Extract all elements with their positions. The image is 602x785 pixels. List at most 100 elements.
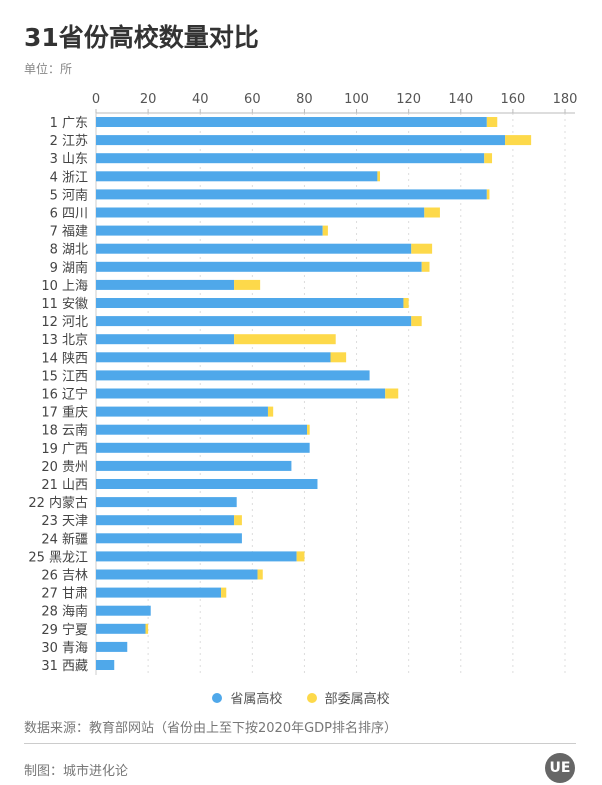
y-category-label: 8 湖北 [50, 243, 88, 258]
bar-ministerial [411, 316, 422, 327]
bar-ministerial [377, 171, 381, 182]
bar-provincial [96, 279, 235, 290]
legend-item-ministerial: 部委属高校 [306, 688, 390, 707]
bar-ministerial [486, 117, 498, 127]
bar-ministerial [234, 515, 242, 526]
bar-provincial [96, 388, 386, 399]
bar-ministerial [486, 189, 490, 200]
bar-provincial [96, 569, 258, 580]
bar-provincial [96, 515, 235, 526]
bar-ministerial [307, 424, 310, 435]
bar-ministerial [221, 587, 227, 598]
bar-provincial [96, 623, 146, 634]
bar-provincial [96, 298, 404, 308]
y-category-label: 9 湖南 [50, 260, 88, 276]
bar-provincial [96, 497, 237, 508]
brand-logo: UE [545, 753, 575, 783]
bar-ministerial [505, 135, 532, 146]
bar-provincial [96, 424, 308, 435]
bar-provincial [96, 587, 222, 598]
x-tick-label: 20 [140, 92, 157, 107]
bar-provincial [96, 370, 370, 381]
x-tick-label: 40 [192, 92, 209, 107]
bar-provincial [96, 641, 128, 652]
bar-provincial [96, 135, 506, 146]
y-category-label: 29 宁夏 [41, 622, 88, 638]
x-tick-label: 160 [500, 92, 525, 107]
x-tick-label: 140 [448, 92, 473, 107]
y-category-label: 6 四川 [50, 207, 88, 222]
y-category-label: 14 陕西 [41, 351, 88, 366]
bar-ministerial [296, 551, 305, 562]
unit-label: 单位：所 [24, 62, 73, 76]
y-category-label: 18 云南 [41, 423, 88, 439]
y-category-label: 24 新疆 [41, 531, 88, 547]
bar-provincial [96, 334, 235, 345]
y-category-label: 13 北京 [41, 333, 88, 348]
bar-provincial [96, 189, 487, 200]
bar-provincial [96, 479, 318, 489]
bar-provincial [96, 243, 412, 254]
bar-ministerial [484, 153, 493, 164]
bar-provincial [96, 660, 115, 670]
bar-provincial [96, 406, 268, 417]
x-tick-label: 180 [553, 92, 578, 107]
legend-item-provincial: 省属高校 [212, 688, 282, 707]
y-category-label: 30 青海 [41, 641, 88, 656]
bar-provincial [96, 352, 331, 363]
y-category-label: 25 黑龙江 [28, 550, 88, 565]
bar-provincial [96, 117, 487, 127]
bar-provincial [96, 225, 323, 236]
bar-provincial [96, 460, 292, 471]
y-category-label: 1 广东 [50, 116, 88, 131]
bar-provincial [96, 316, 412, 327]
bar-ministerial [403, 298, 409, 308]
bar-provincial [96, 153, 485, 164]
y-category-label: 10 上海 [41, 279, 88, 294]
legend-dot-provincial [212, 692, 223, 703]
bar-provincial [96, 551, 297, 562]
y-category-label: 31 西藏 [41, 659, 88, 674]
bar-ministerial [234, 334, 336, 345]
legend: 省属高校 部委属高校 [0, 688, 602, 707]
bar-provincial [96, 171, 378, 182]
y-category-label: 4 浙江 [50, 170, 88, 185]
y-category-label: 28 海南 [41, 604, 88, 620]
legend-dot-ministerial [306, 692, 317, 703]
x-tick-label: 80 [296, 92, 313, 107]
x-tick-label: 100 [344, 92, 369, 107]
data-source: 数据来源：教育部网站（省份由上至下按2020年GDP排名排序） [24, 721, 398, 736]
bar-provincial [96, 261, 422, 272]
bar-ministerial [257, 569, 263, 580]
bar-ministerial [267, 406, 274, 417]
y-category-label: 15 江西 [41, 369, 88, 384]
bar-ministerial [421, 261, 430, 272]
bar-provincial [96, 533, 242, 544]
bar-provincial [96, 207, 425, 218]
y-category-label: 26 吉林 [41, 569, 88, 584]
bar-ministerial [411, 243, 433, 254]
x-tick-label: 60 [244, 92, 261, 107]
bar-ministerial [385, 388, 399, 399]
y-category-label: 3 山东 [50, 152, 88, 167]
y-category-label: 22 内蒙古 [28, 495, 88, 511]
y-category-label: 23 天津 [41, 514, 88, 529]
y-category-label: 7 福建 [50, 225, 88, 240]
y-category-label: 16 辽宁 [41, 387, 88, 403]
legend-label: 部委属高校 [324, 692, 390, 707]
legend-label: 省属高校 [230, 692, 283, 707]
y-category-label: 20 贵州 [41, 460, 88, 475]
y-category-label: 17 重庆 [41, 405, 88, 421]
bar-provincial [96, 605, 151, 616]
bar-ministerial [234, 279, 261, 290]
bar-chart: 0 20 40 60 80 100 120 140 160 180 1 广东 2 江苏 3 山东 4 浙江… [28, 92, 578, 675]
credit: 制图：城市进化论 [24, 764, 129, 779]
x-tick-label: 120 [396, 92, 421, 107]
y-category-label: 27 甘肃 [41, 587, 88, 602]
y-category-label: 11 安徽 [41, 297, 88, 312]
bar-ministerial [145, 623, 149, 634]
bar-provincial [96, 442, 310, 453]
y-category-label: 5 河南 [50, 187, 88, 203]
bar-ministerial [330, 352, 347, 363]
